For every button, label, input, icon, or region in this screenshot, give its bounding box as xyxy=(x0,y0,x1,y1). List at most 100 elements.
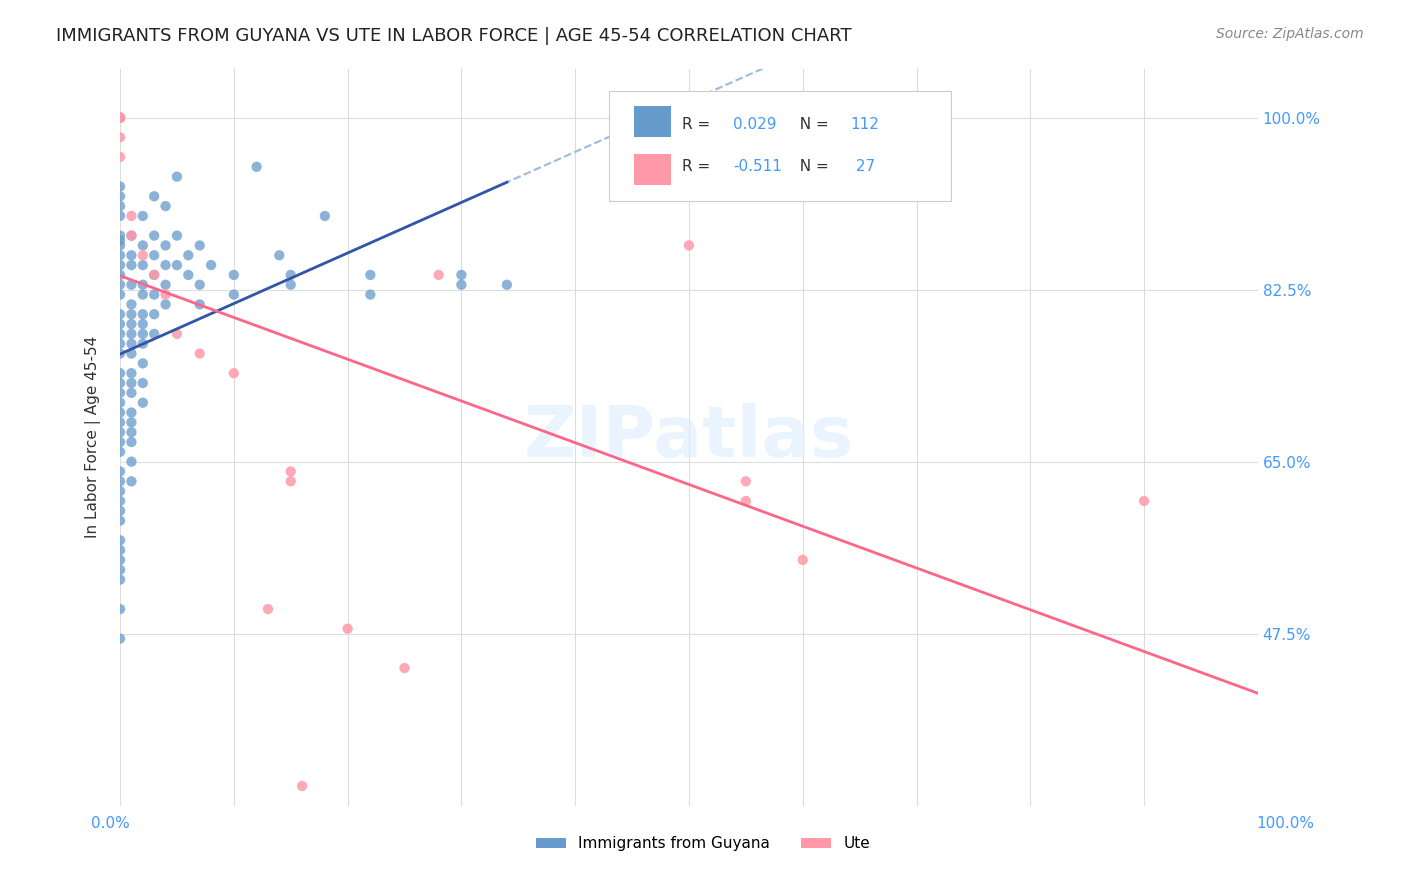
Point xyxy=(108,234,131,248)
Point xyxy=(108,514,131,528)
Point xyxy=(188,346,211,360)
Point xyxy=(222,366,245,380)
Text: 0.029: 0.029 xyxy=(734,118,778,132)
Point xyxy=(108,130,131,145)
Text: R =: R = xyxy=(682,118,716,132)
Point xyxy=(108,376,131,390)
Point xyxy=(132,326,155,341)
Point xyxy=(120,475,142,489)
Point xyxy=(108,307,131,321)
Point xyxy=(108,346,131,360)
Point xyxy=(280,268,302,282)
Point xyxy=(143,268,166,282)
Point xyxy=(280,465,302,479)
Point xyxy=(108,425,131,439)
Point xyxy=(143,228,166,243)
Text: N =: N = xyxy=(790,118,834,132)
Point xyxy=(120,277,142,292)
Point xyxy=(108,494,131,508)
Point xyxy=(496,277,519,292)
Point xyxy=(108,563,131,577)
Y-axis label: In Labor Force | Age 45-54: In Labor Force | Age 45-54 xyxy=(86,336,101,538)
Point xyxy=(222,268,245,282)
Text: Source: ZipAtlas.com: Source: ZipAtlas.com xyxy=(1216,27,1364,41)
Point xyxy=(291,779,314,793)
Point xyxy=(108,385,131,400)
Text: 27: 27 xyxy=(851,160,875,175)
Point xyxy=(108,553,131,567)
Point xyxy=(108,111,131,125)
Point xyxy=(280,277,302,292)
Point xyxy=(120,346,142,360)
Point xyxy=(245,160,267,174)
FancyBboxPatch shape xyxy=(609,91,950,202)
Point xyxy=(188,297,211,311)
Point xyxy=(120,228,142,243)
Point xyxy=(120,307,142,321)
Point xyxy=(120,405,142,419)
Point xyxy=(120,209,142,223)
Point xyxy=(120,317,142,331)
Point xyxy=(108,395,131,409)
Point xyxy=(108,326,131,341)
Text: R =: R = xyxy=(682,160,716,175)
Point xyxy=(132,317,155,331)
Point xyxy=(132,376,155,390)
Point xyxy=(120,435,142,450)
Point xyxy=(280,475,302,489)
Point xyxy=(132,258,155,272)
Point xyxy=(166,228,188,243)
Point xyxy=(108,199,131,213)
Point xyxy=(427,268,450,282)
Point xyxy=(108,268,131,282)
Point xyxy=(120,415,142,429)
Point xyxy=(734,494,756,508)
Text: 0.0%: 0.0% xyxy=(91,816,131,830)
Point xyxy=(108,111,131,125)
Point xyxy=(108,632,131,646)
Point xyxy=(314,209,336,223)
Bar xyxy=(634,106,671,137)
Point xyxy=(108,504,131,518)
Point xyxy=(177,268,200,282)
Point xyxy=(120,366,142,380)
Point xyxy=(108,150,131,164)
Point xyxy=(222,287,245,301)
Point xyxy=(269,248,291,262)
Text: -0.511: -0.511 xyxy=(734,160,782,175)
Point xyxy=(120,258,142,272)
Point xyxy=(166,326,188,341)
Point xyxy=(120,376,142,390)
Point xyxy=(120,228,142,243)
Point xyxy=(359,287,381,301)
Point xyxy=(108,111,131,125)
Point xyxy=(108,179,131,194)
Point xyxy=(450,268,472,282)
Point xyxy=(108,189,131,203)
Point xyxy=(108,228,131,243)
Point xyxy=(108,533,131,548)
Point xyxy=(155,287,177,301)
Point xyxy=(120,297,142,311)
Point xyxy=(120,326,142,341)
Point xyxy=(108,336,131,351)
Point xyxy=(132,238,155,252)
Text: ZIPatlas: ZIPatlas xyxy=(524,402,853,472)
Point xyxy=(678,238,700,252)
Point xyxy=(450,277,472,292)
Point xyxy=(132,209,155,223)
Point xyxy=(155,277,177,292)
Point xyxy=(120,336,142,351)
Point xyxy=(132,277,155,292)
Legend: Immigrants from Guyana, Ute: Immigrants from Guyana, Ute xyxy=(530,830,876,857)
Point xyxy=(132,395,155,409)
Point xyxy=(108,543,131,558)
Point xyxy=(1133,494,1156,508)
Text: N =: N = xyxy=(790,160,834,175)
Point xyxy=(143,248,166,262)
Point xyxy=(792,553,814,567)
Point xyxy=(143,287,166,301)
Point xyxy=(143,268,166,282)
Point xyxy=(108,573,131,587)
Point xyxy=(188,238,211,252)
